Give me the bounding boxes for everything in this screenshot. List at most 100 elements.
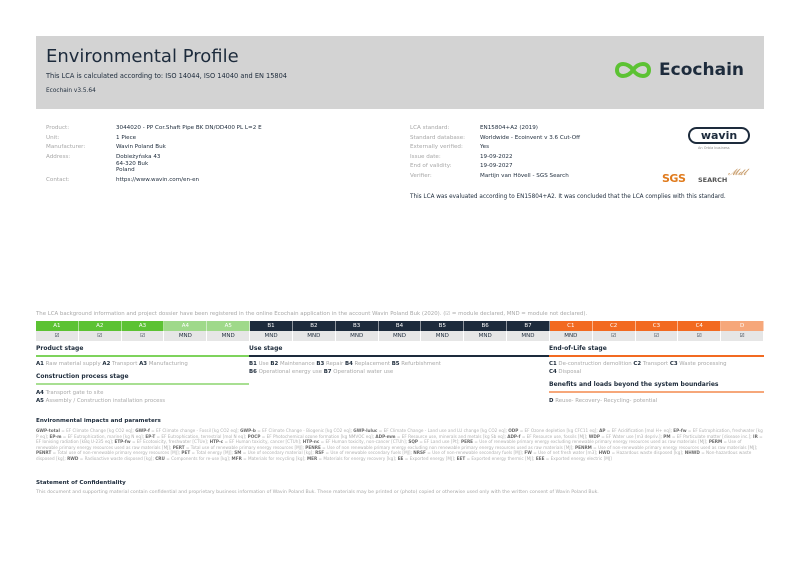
module-header-c4: C4 xyxy=(678,321,722,331)
module-code: D xyxy=(549,398,554,404)
module-status-b6: MND xyxy=(464,331,508,341)
abbreviation-definition: = Use of non renewable primary energy ex… xyxy=(320,444,576,450)
abbreviation-definition: = EF Ozone depletion [kg CFC11 eq]; xyxy=(518,428,600,433)
abbreviation: MER xyxy=(306,455,318,461)
confidentiality-text: This document and supporting material co… xyxy=(36,490,599,495)
abbreviation: GWP-f xyxy=(135,428,150,433)
abbreviation-definition: = EF Eutrophication, terrestrial [mol N … xyxy=(155,433,248,439)
module-status-b1: MND xyxy=(250,331,293,341)
abbreviation: EP-fw xyxy=(673,428,687,433)
stage-divider xyxy=(36,383,249,385)
eol-stage-desc: C1 De-construction demolition C2 Transpo… xyxy=(549,360,761,376)
abbreviation-definition: = Components for re-use [kg]; xyxy=(164,455,232,461)
abbreviation-definition: = EF Acidification [mol H+ eq]; xyxy=(605,428,674,433)
construction-stage: Construction process stage xyxy=(36,373,129,380)
abbreviation-definition: = Total use of non-renewable primary ene… xyxy=(51,450,182,456)
abbreviation-definition: = Use of renewable primary energy resour… xyxy=(36,439,742,450)
module-table: A1 A2 A3 A4 A5 B1 B2 B3 B4 B5 B6 B7 C1 C2 C3 C4 D ☑ ☑ ☑ MND M… xyxy=(36,321,764,341)
stage-title: Use stage xyxy=(249,345,283,352)
module-status-b4: MND xyxy=(378,331,422,341)
module-description: Replacement xyxy=(352,361,392,367)
module-status-c3: ☑ xyxy=(635,331,679,341)
abbreviation-definition: = EF Climate Change - Biogenic [kg CO2 e… xyxy=(255,428,354,433)
info-value: 19-09-2022 xyxy=(480,153,513,160)
info-label: Externally verified: xyxy=(410,144,463,151)
abbreviation: GWP-luluc xyxy=(353,428,378,433)
module-description: Raw material supply xyxy=(43,361,103,367)
abbreviation: NHWD xyxy=(684,450,700,456)
module-description: Assembly / Construction installation pro… xyxy=(43,398,166,404)
module-description: De-construction demolition xyxy=(556,361,634,367)
module-description: Disposal xyxy=(556,369,582,375)
verifier-signature: 𝓜𝓭𝓵 xyxy=(728,168,747,178)
abbreviation: EP-T xyxy=(145,433,156,439)
abbreviation: GWP-b xyxy=(240,428,256,433)
module-status-a5: MND xyxy=(207,331,251,341)
stage-divider xyxy=(36,355,249,357)
abbreviation-definition: = EF Water use [m3 depriv.]; xyxy=(599,433,664,439)
abbreviation: NRSF xyxy=(413,450,426,456)
module-status-a4: MND xyxy=(164,331,208,341)
abbreviation-definition: = Materials for recycling [kg]; xyxy=(241,455,307,461)
product-info: Product: 3044020 - PP Cor.Shaft Pipe BK D… xyxy=(46,124,262,185)
info-value: Martijn van Hövell - SGS Search xyxy=(480,172,569,179)
wavin-tagline: An Orbia business xyxy=(698,146,730,150)
module-code: B6 xyxy=(249,369,257,375)
module-code: A4 xyxy=(36,390,44,396)
module-status-c1: MND xyxy=(549,331,593,341)
confidentiality-title: Statement of Confidentiality xyxy=(36,480,126,486)
abbreviation: IR xyxy=(753,433,758,439)
module-code: C3 xyxy=(669,361,678,367)
module-status-a1: ☑ xyxy=(36,331,79,341)
abbreviation: PENRT xyxy=(36,450,52,456)
module-description: Transport xyxy=(641,361,670,367)
module-header-a2: A2 xyxy=(78,321,122,331)
info-label: End of validity: xyxy=(410,163,452,170)
version: Ecochain v3.5.64 xyxy=(46,88,96,94)
beyond-stage: Benefits and loads beyond the system bou… xyxy=(549,381,719,388)
abbreviation: GWP-total xyxy=(36,428,60,433)
module-status-c2: ☑ xyxy=(592,331,636,341)
module-code: A5 xyxy=(36,398,44,404)
module-header-c1: C1 xyxy=(549,321,593,331)
info-value: Worldwide - Ecoinvent v 3.6 Cut-Off xyxy=(480,134,580,141)
module-header-b5: B5 xyxy=(421,321,465,331)
abbreviation-definition: = Exported energy thermic [MJ]; xyxy=(465,455,536,461)
info-label: Verifier: xyxy=(410,172,432,179)
sgs-logo: SGS xyxy=(662,172,686,185)
abbreviation-definition: = Use of renewable primary energy exclud… xyxy=(473,439,709,445)
module-header-a3: A3 xyxy=(121,321,165,331)
abbreviation-definition: = Use of renewable secondary fuels [MJ]; xyxy=(324,450,414,456)
abbreviation-definition: = EF Ecotoxicity, freshwater [CTUe]; xyxy=(130,439,210,445)
module-code: C2 xyxy=(633,361,642,367)
abbreviation-definition: = Hazardous waste disposed [kg]; xyxy=(610,450,685,456)
info-label: Address: xyxy=(46,153,71,160)
abbreviation: PET xyxy=(181,450,191,456)
use-stage-desc: B1 Use B2 Maintenance B3 Repair B4 Repla… xyxy=(249,360,539,376)
module-status-c4: ☑ xyxy=(678,331,722,341)
stage-divider xyxy=(549,391,764,393)
module-status-b7: MND xyxy=(507,331,550,341)
abbreviation: PENRM xyxy=(575,444,592,450)
module-header-a1: A1 xyxy=(36,321,79,331)
abbreviation: ADP-mm xyxy=(375,433,396,439)
address-line: Dobieżyńska 43 xyxy=(116,154,161,161)
module-code: B7 xyxy=(323,369,332,375)
module-description: Reuse- Recovery- Recycling- potential xyxy=(553,398,658,404)
module-description: Operational energy use xyxy=(256,369,324,375)
ecochain-logo: Ecochain xyxy=(613,60,744,80)
abbreviation: MFR xyxy=(231,455,242,461)
abbreviation: PM xyxy=(663,433,671,439)
abbreviation: PERE xyxy=(461,439,474,445)
address-value: Dobieżyńska 43 64-320 Buk Poland xyxy=(116,153,160,176)
abbreviation: EEE xyxy=(535,455,545,461)
abbreviation-definition: = EF Climate Change [kg CO2 eq]; xyxy=(59,428,136,433)
abbreviation: PERM xyxy=(708,439,723,445)
contact-link[interactable]: https://www.wavin.com/en-en xyxy=(116,176,200,183)
abbreviation-definition: = Non-hazardous waste disposed [kg]; xyxy=(36,450,752,461)
registration-note: The LCA background information and proje… xyxy=(36,311,588,317)
module-code: B1 xyxy=(249,361,257,367)
abbreviation: HTP-c xyxy=(209,439,224,445)
module-header-c2: C2 xyxy=(592,321,636,331)
abbreviation-definition: = Materials for energy recovery [kg]; xyxy=(317,455,398,461)
